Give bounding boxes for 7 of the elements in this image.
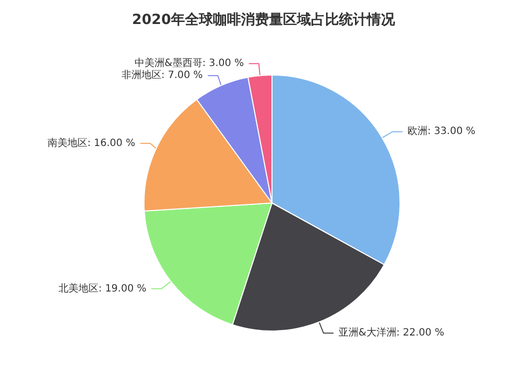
slice-label: 南美地区: 16.00 % (47, 136, 136, 149)
chart-title: 2020年全球咖啡消费量区域占比统计情况 (132, 11, 396, 28)
slice-label: 北美地区: 19.00 % (58, 282, 146, 294)
slice-label: 亚洲&大洋洲: 22.00 % (338, 326, 444, 339)
slice-label: 非洲地区: 7.00 % (121, 69, 203, 82)
slice-label: 欧洲: 33.00 % (408, 125, 476, 138)
slice-label: 中美洲&墨西哥: 3.00 % (134, 57, 244, 70)
